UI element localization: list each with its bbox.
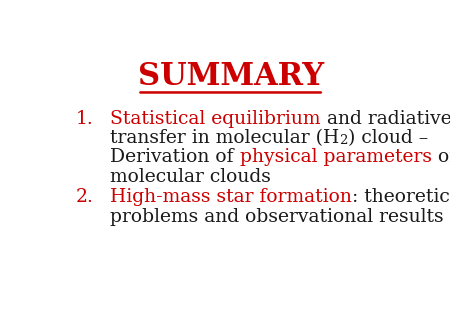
Text: transfer in molecular (H: transfer in molecular (H xyxy=(110,129,340,147)
Text: High-mass star formation: High-mass star formation xyxy=(110,188,352,207)
Text: : theoretical: : theoretical xyxy=(352,188,450,207)
Text: SUMMARY: SUMMARY xyxy=(138,61,324,92)
Text: physical parameters: physical parameters xyxy=(240,149,432,167)
Text: 1.: 1. xyxy=(76,110,93,128)
Text: ) cloud –: ) cloud – xyxy=(348,129,428,147)
Text: problems and observational results: problems and observational results xyxy=(110,208,444,226)
Text: Derivation of: Derivation of xyxy=(110,149,240,167)
Text: 2: 2 xyxy=(340,134,348,148)
Text: of: of xyxy=(432,149,450,167)
Text: molecular clouds: molecular clouds xyxy=(110,168,271,186)
Text: Statistical equilibrium: Statistical equilibrium xyxy=(110,110,321,128)
Text: 2.: 2. xyxy=(76,188,93,207)
Text: and radiative: and radiative xyxy=(321,110,450,128)
